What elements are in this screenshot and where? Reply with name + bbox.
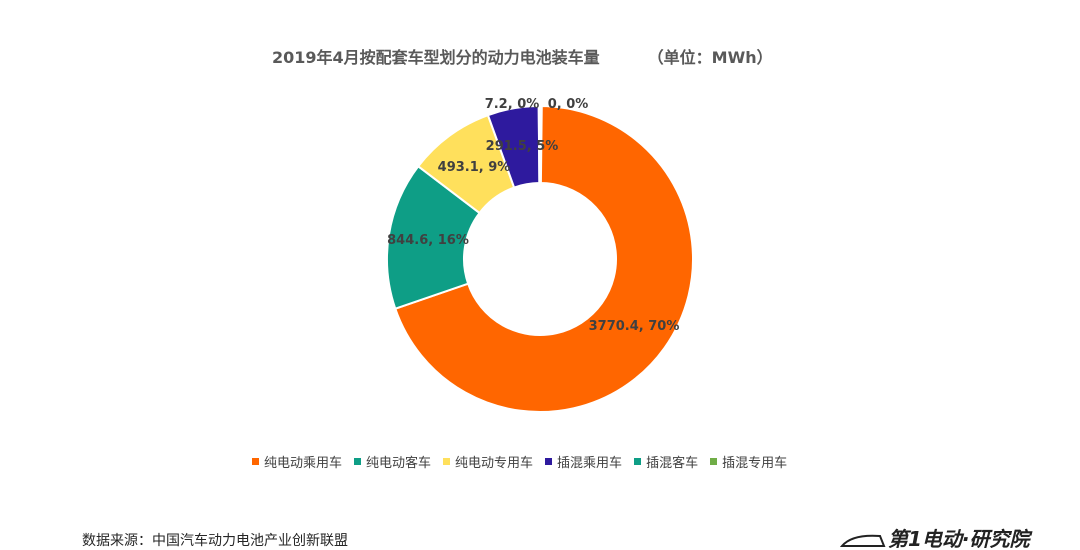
donut-slices xyxy=(386,104,694,413)
chart-title-text: 2019年4月按配套车型划分的动力电池装车量 xyxy=(272,48,600,67)
legend-label: 纯电动乘用车 xyxy=(264,456,343,471)
legend-label: 插混专用车 xyxy=(722,456,788,471)
legend-swatch xyxy=(634,458,642,465)
legend-label: 纯电动专用车 xyxy=(455,456,534,471)
legend-item: 纯电动客车 xyxy=(354,452,431,471)
legend: 纯电动乘用车 纯电动客车 纯电动专用车 插混乘用车 插混客车 插混专用车 xyxy=(252,452,787,471)
car-logo-icon xyxy=(840,534,886,547)
data-label: 493.1, 9% xyxy=(438,160,511,175)
legend-swatch xyxy=(545,458,553,465)
legend-item: 纯电动专用车 xyxy=(443,452,533,471)
data-label: 7.2, 0% xyxy=(485,97,540,112)
brand-logo: 第1电动·研究院 xyxy=(840,527,1034,548)
legend-item: 插混乘用车 xyxy=(545,452,622,471)
legend-item: 纯电动乘用车 xyxy=(252,452,342,471)
logo-text: 第1电动·研究院 xyxy=(888,527,1034,548)
legend-swatch xyxy=(354,458,362,465)
data-label: 844.6, 16% xyxy=(387,233,469,248)
data-label: 0, 0% xyxy=(548,97,589,112)
legend-item: 插混客车 xyxy=(634,452,698,471)
data-labels: 3770.4, 70% 844.6, 16% 493.1, 9% 291.5, 5% 7… xyxy=(387,97,679,334)
data-source: 数据来源：中国汽车动力电池产业创新联盟 xyxy=(82,533,348,549)
chart-unit: （单位：MWh） xyxy=(647,48,773,67)
donut-slice xyxy=(394,104,694,413)
legend-swatch xyxy=(443,458,451,465)
legend-item: 插混专用车 xyxy=(710,452,787,471)
legend-label: 插混客车 xyxy=(646,456,699,471)
chart-title: 2019年4月按配套车型划分的动力电池装车量 （单位：MWh） xyxy=(272,44,773,68)
data-label: 3770.4, 70% xyxy=(589,319,680,334)
legend-swatch xyxy=(710,458,718,465)
legend-label: 纯电动客车 xyxy=(366,456,432,471)
donut-slice xyxy=(539,104,543,185)
legend-label: 插混乘用车 xyxy=(557,456,623,471)
legend-swatch xyxy=(252,458,259,465)
data-label: 291.5, 5% xyxy=(486,139,559,154)
